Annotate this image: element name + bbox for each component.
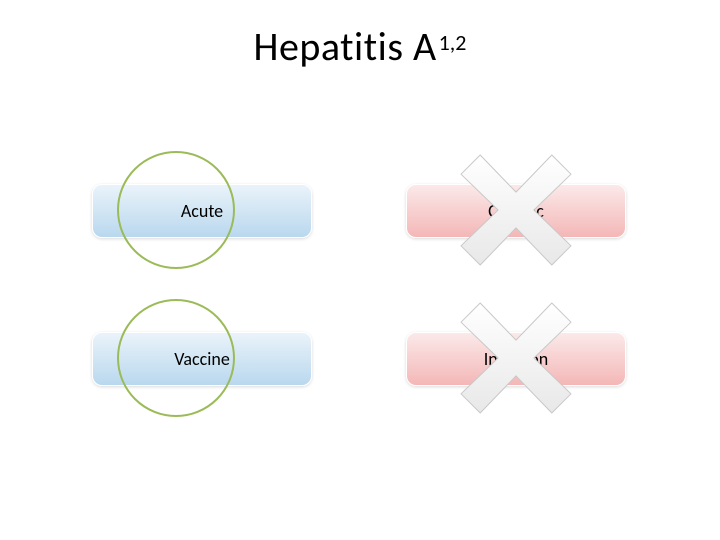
circle-marker-vaccine (117, 299, 235, 417)
slide-title: Hepatitis A1,2 (0, 22, 720, 71)
cross-marker-chronic (460, 154, 572, 266)
circle-marker-acute (117, 151, 235, 269)
cross-marker-infection (460, 302, 572, 414)
slide-hepatitis-a: Hepatitis A1,2 Acute Chronic Vaccine Inf… (0, 0, 720, 540)
title-superscript: 1,2 (439, 29, 467, 56)
title-text: Hepatitis A (254, 22, 437, 71)
